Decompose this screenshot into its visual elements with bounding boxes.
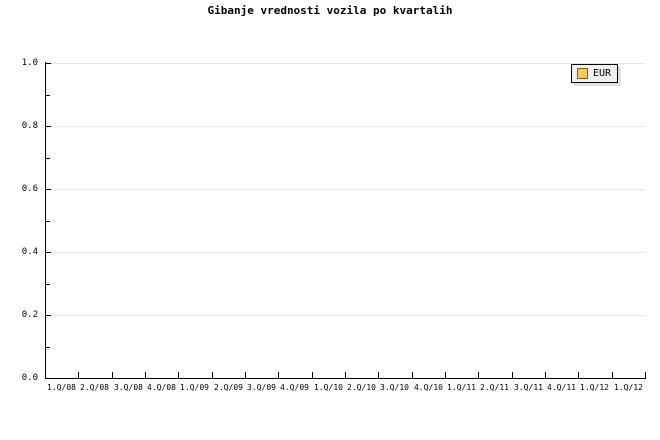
x-axis-tick	[112, 372, 113, 378]
gridline	[45, 315, 645, 316]
x-axis-label: 3.Q/08	[114, 383, 143, 392]
x-axis-tick	[578, 372, 579, 378]
x-axis-tick	[378, 372, 379, 378]
y-axis-label: 0.8	[21, 121, 38, 131]
x-axis-tick	[45, 372, 46, 378]
gridline	[45, 252, 645, 253]
x-axis-label: 1.Q/12	[614, 383, 643, 392]
x-axis-label: 2.Q/10	[347, 383, 376, 392]
x-axis-label: 3.Q/11	[514, 383, 543, 392]
gridline	[45, 189, 645, 190]
gridline	[45, 126, 645, 127]
x-axis-tick	[345, 372, 346, 378]
y-axis-tick-minor	[46, 221, 50, 222]
series-layer	[45, 63, 645, 378]
y-axis-line	[45, 62, 46, 379]
x-axis-label: 4.Q/09	[280, 383, 309, 392]
x-axis-line	[45, 378, 646, 379]
y-axis-tick-minor	[46, 95, 50, 96]
x-axis-label: 1.Q/11	[447, 383, 476, 392]
x-axis-tick	[545, 372, 546, 378]
x-axis-label: 2.Q/11	[480, 383, 509, 392]
x-axis-tick	[145, 372, 146, 378]
x-axis-label: 1.Q/08	[47, 383, 76, 392]
y-axis-tick-minor	[46, 158, 50, 159]
x-axis-tick	[478, 372, 479, 378]
x-axis-tick	[245, 372, 246, 378]
x-axis-label: 3.Q/09	[247, 383, 276, 392]
x-axis-tick	[78, 372, 79, 378]
legend-label-eur: EUR	[593, 68, 612, 79]
y-axis-tick	[46, 252, 51, 253]
x-axis-tick	[278, 372, 279, 378]
x-axis-tick	[445, 372, 446, 378]
y-axis-tick	[46, 189, 51, 190]
x-axis-tick	[412, 372, 413, 378]
y-axis-tick	[46, 126, 51, 127]
y-axis-label: 0.4	[21, 247, 38, 257]
x-axis-tick	[612, 372, 613, 378]
x-axis-label: 1.Q/09	[180, 383, 209, 392]
legend-swatch-eur	[577, 68, 588, 79]
x-axis-label: 4.Q/08	[147, 383, 176, 392]
x-axis-label: 4.Q/11	[547, 383, 576, 392]
x-axis-label: 1.Q/10	[314, 383, 343, 392]
chart-legend[interactable]: EUR	[571, 64, 619, 83]
x-axis-tick	[312, 372, 313, 378]
y-axis-tick-minor	[46, 347, 50, 348]
gridline	[45, 63, 645, 64]
y-axis-tick	[46, 63, 51, 64]
x-axis-label: 4.Q/10	[414, 383, 443, 392]
x-axis-label: 2.Q/09	[214, 383, 243, 392]
x-axis-tick	[512, 372, 513, 378]
y-axis-label: 0.2	[21, 310, 38, 320]
x-axis-tick	[645, 372, 646, 378]
x-axis-label: 3.Q/10	[380, 383, 409, 392]
x-axis-label: 1.Q/12	[580, 383, 609, 392]
y-axis-label: 1.0	[21, 58, 38, 68]
plot-area	[45, 63, 645, 378]
y-axis-label: 0.0	[21, 373, 38, 383]
y-axis-label: 0.6	[21, 184, 38, 194]
x-axis-label: 2.Q/08	[80, 383, 109, 392]
y-axis-tick-minor	[46, 284, 50, 285]
chart-title: Gibanje vrednosti vozila po kvartalih	[207, 4, 453, 17]
x-axis-tick	[212, 372, 213, 378]
x-axis-tick	[178, 372, 179, 378]
y-axis-tick	[46, 315, 51, 316]
